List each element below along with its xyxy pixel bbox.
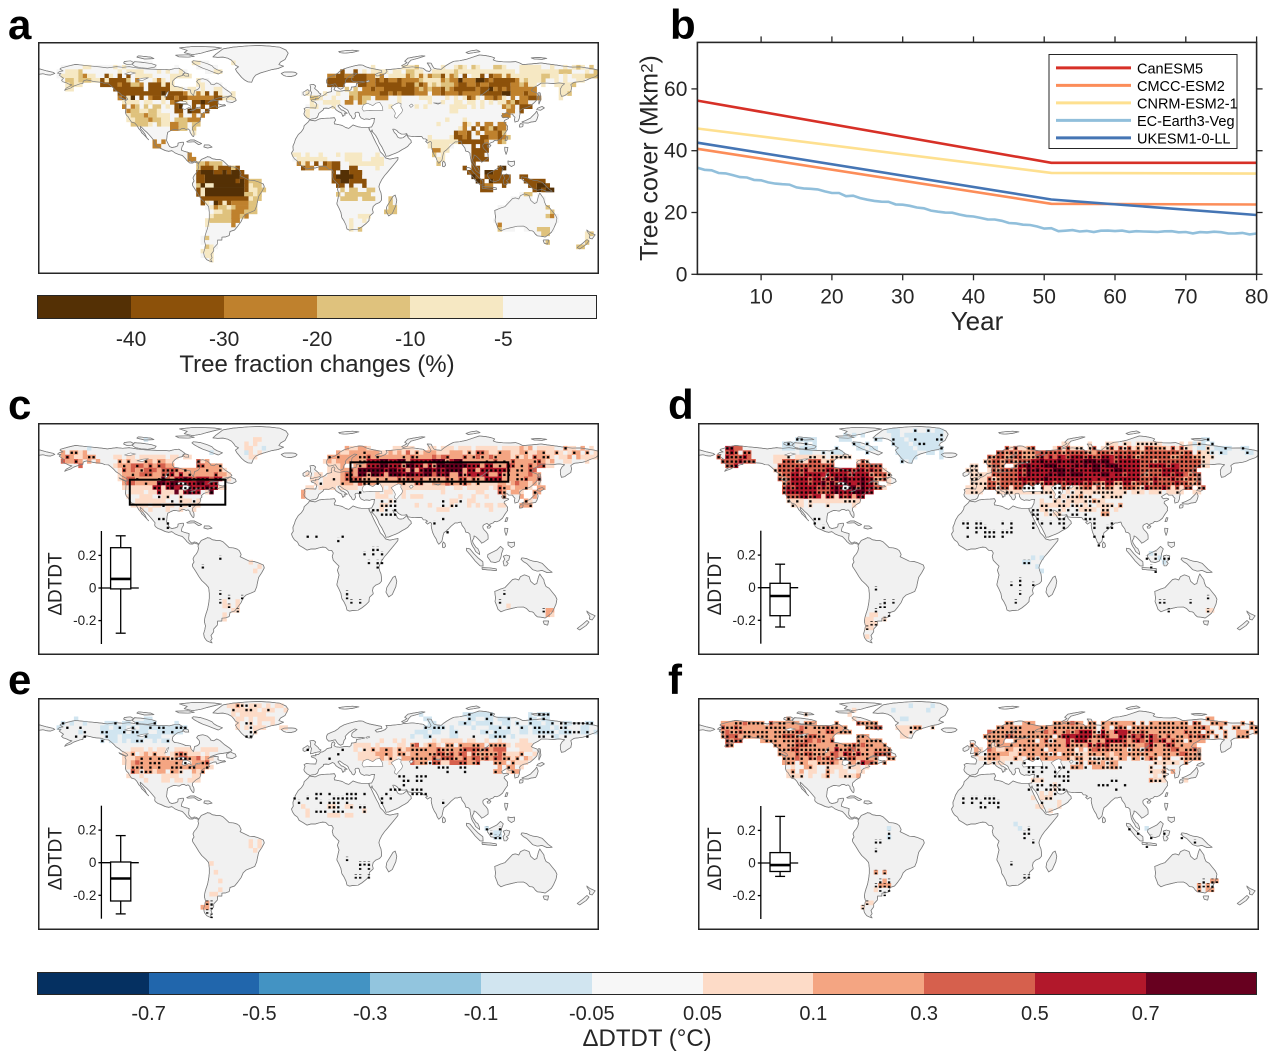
svg-text:0: 0	[89, 581, 97, 596]
svg-text:40: 40	[962, 285, 985, 308]
svg-text:40: 40	[664, 140, 687, 163]
svg-text:60: 60	[1103, 285, 1126, 308]
svg-text:-0.2: -0.2	[733, 613, 756, 628]
svg-text:60: 60	[664, 78, 687, 101]
svg-text:EC-Earth3-Veg: EC-Earth3-Veg	[1137, 114, 1235, 130]
svg-text:-0.2: -0.2	[733, 888, 756, 903]
svg-text:ΔDTDT: ΔDTDT	[705, 827, 726, 891]
svg-text:10: 10	[749, 285, 772, 308]
svg-text:ΔDTDT: ΔDTDT	[45, 827, 66, 891]
svg-text:0: 0	[748, 580, 756, 595]
svg-text:0.2: 0.2	[737, 823, 756, 838]
svg-text:0.2: 0.2	[78, 823, 97, 838]
svg-text:CNRM-ESM2-1: CNRM-ESM2-1	[1137, 96, 1238, 112]
svg-text:0: 0	[676, 263, 688, 286]
svg-text:ΔDTDT: ΔDTDT	[705, 552, 726, 616]
svg-text:ΔDTDT: ΔDTDT	[45, 552, 66, 616]
svg-text:CanESM5: CanESM5	[1137, 61, 1203, 77]
svg-text:70: 70	[1174, 285, 1197, 308]
svg-text:50: 50	[1033, 285, 1056, 308]
svg-text:Year: Year	[951, 306, 1004, 336]
svg-text:0: 0	[89, 855, 97, 870]
svg-text:-0.2: -0.2	[73, 888, 96, 903]
svg-text:-0.2: -0.2	[73, 613, 96, 628]
svg-text:20: 20	[820, 285, 843, 308]
svg-text:0.2: 0.2	[737, 548, 756, 563]
svg-text:UKESM1-0-LL: UKESM1-0-LL	[1137, 131, 1230, 147]
svg-text:0.2: 0.2	[78, 548, 97, 563]
svg-text:0: 0	[748, 856, 756, 871]
svg-text:30: 30	[891, 285, 914, 308]
svg-text:20: 20	[664, 202, 687, 225]
svg-text:80: 80	[1245, 285, 1268, 308]
svg-text:CMCC-ESM2: CMCC-ESM2	[1137, 79, 1225, 95]
